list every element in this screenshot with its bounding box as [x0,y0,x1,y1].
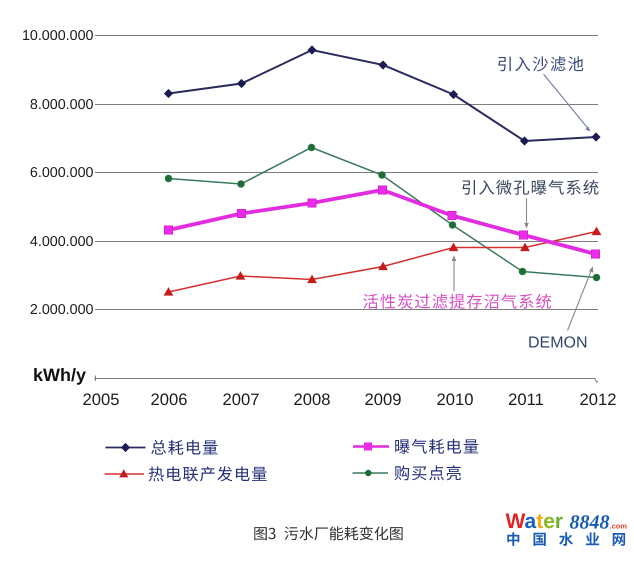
svg-text:2011: 2011 [508,390,544,409]
svg-text:10.000.000: 10.000.000 [22,28,94,44]
svg-text:8848: 8848 [570,512,610,534]
svg-text:Water: Water [506,510,564,533]
svg-text:4.000.000: 4.000.000 [30,234,94,250]
svg-text:2006: 2006 [151,390,188,409]
svg-text:2008: 2008 [294,390,331,409]
svg-text:8.000.000: 8.000.000 [30,97,94,113]
svg-text:6.000.000: 6.000.000 [30,165,94,181]
svg-text:kWh/y: kWh/y [33,365,86,385]
svg-text:2.000.000: 2.000.000 [30,302,94,318]
svg-text:DEMON: DEMON [528,335,588,352]
svg-text:2007: 2007 [223,390,260,409]
svg-text:2010: 2010 [437,390,474,409]
svg-text:2012: 2012 [580,390,617,409]
svg-text:.com: .com [610,522,628,531]
svg-text:2005: 2005 [83,390,120,409]
svg-text:2009: 2009 [365,390,402,409]
